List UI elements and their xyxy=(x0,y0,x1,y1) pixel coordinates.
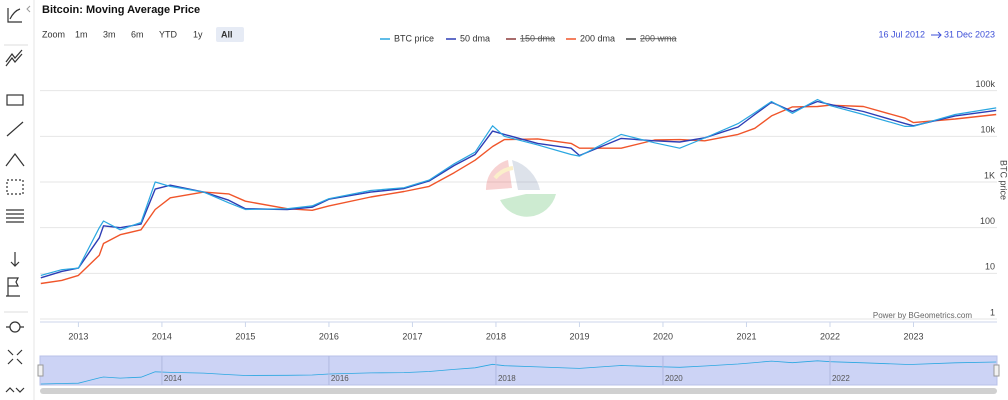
y-tick-label: 100k xyxy=(975,79,995,89)
navigator-handle[interactable] xyxy=(37,364,44,377)
navigator-label: 2018 xyxy=(498,374,516,383)
legend-label[interactable]: 50 dma xyxy=(460,33,490,43)
credit[interactable]: Power by BGeometrics.com xyxy=(873,311,972,320)
navigator-label: 2022 xyxy=(832,374,850,383)
navigator-line xyxy=(40,360,997,385)
navigator-label: 2016 xyxy=(331,374,349,383)
x-tick-label: 2022 xyxy=(820,331,840,341)
tool-measure[interactable] xyxy=(10,252,20,267)
grid: 1 10 100 1K 10k 100k 2013 2014 2015 2016 2017 2018 2… xyxy=(40,79,997,341)
scrollbar[interactable] xyxy=(40,388,997,394)
x-tick-label: 2019 xyxy=(569,331,589,341)
x-tick-label: 2014 xyxy=(152,331,172,341)
x-tick-label: 2018 xyxy=(486,331,506,341)
y-tick-label: 10k xyxy=(980,125,995,135)
tool-flag[interactable] xyxy=(6,277,20,297)
x-tick-label: 2023 xyxy=(903,331,923,341)
series-line xyxy=(40,98,997,276)
tool-crosshair[interactable] xyxy=(6,179,24,195)
tool-fibonacci[interactable] xyxy=(6,209,24,223)
zoom-button[interactable]: 1m xyxy=(75,29,88,39)
zoom-button[interactable]: 6m xyxy=(131,29,144,39)
x-tick-label: 2013 xyxy=(68,331,88,341)
navigator-window[interactable] xyxy=(39,355,998,386)
tool-text[interactable] xyxy=(6,94,24,106)
legend-label[interactable]: 150 dma xyxy=(520,33,555,43)
zoom-active-bg xyxy=(216,27,244,42)
zoom-button[interactable]: All xyxy=(221,29,233,39)
tool-indicator[interactable] xyxy=(7,8,22,23)
tool-lines[interactable] xyxy=(5,49,23,67)
y-tick-label: 1 xyxy=(990,307,995,317)
toolbar xyxy=(4,0,35,400)
tool-series[interactable] xyxy=(9,321,21,333)
zoom-buttons: 1m 3m 6m YTD 1y All xyxy=(75,27,244,42)
y-tick-label: 1K xyxy=(984,170,995,180)
watermark xyxy=(485,160,556,217)
x-tick-label: 2017 xyxy=(402,331,422,341)
tool-segment[interactable] xyxy=(6,121,24,137)
y-tick-label: 10 xyxy=(985,262,995,272)
zoom-button[interactable]: YTD xyxy=(159,29,178,39)
legend: BTC price 50 dma 150 dma 200 dma 200 wma xyxy=(380,33,677,43)
y-axis-title: BTC price xyxy=(999,160,1008,200)
series-line xyxy=(40,104,997,285)
legend-label[interactable]: 200 dma xyxy=(580,33,615,43)
navigator-handle[interactable] xyxy=(993,364,1000,377)
chart-title: Bitcoin: Moving Average Price xyxy=(42,4,200,16)
range-arrow xyxy=(931,31,942,39)
range-from[interactable]: 16 Jul 2012 xyxy=(878,29,925,39)
legend-label[interactable]: BTC price xyxy=(394,33,434,43)
x-tick-label: 2015 xyxy=(235,331,255,341)
navigator-label: 2014 xyxy=(164,374,182,383)
navigator: 2014 2016 2018 2020 2022 xyxy=(40,356,997,385)
plot-area xyxy=(40,98,997,285)
legend-label[interactable]: 200 wma xyxy=(640,33,677,43)
navigator-label: 2020 xyxy=(665,374,683,383)
x-tick-label: 2016 xyxy=(319,331,339,341)
x-tick-label: 2021 xyxy=(736,331,756,341)
zoom-button[interactable]: 1y xyxy=(193,29,203,39)
tool-fullscreen[interactable] xyxy=(7,349,23,365)
zoom-button[interactable]: 3m xyxy=(103,29,116,39)
zoom-label: Zoom xyxy=(42,29,65,39)
y-tick-label: 100 xyxy=(980,216,995,226)
x-tick-label: 2020 xyxy=(653,331,673,341)
tool-pitchfork[interactable] xyxy=(5,153,25,167)
range-to[interactable]: 31 Dec 2023 xyxy=(944,29,995,39)
tool-arrows[interactable] xyxy=(5,387,25,393)
toolbar-collapse[interactable] xyxy=(26,5,31,13)
